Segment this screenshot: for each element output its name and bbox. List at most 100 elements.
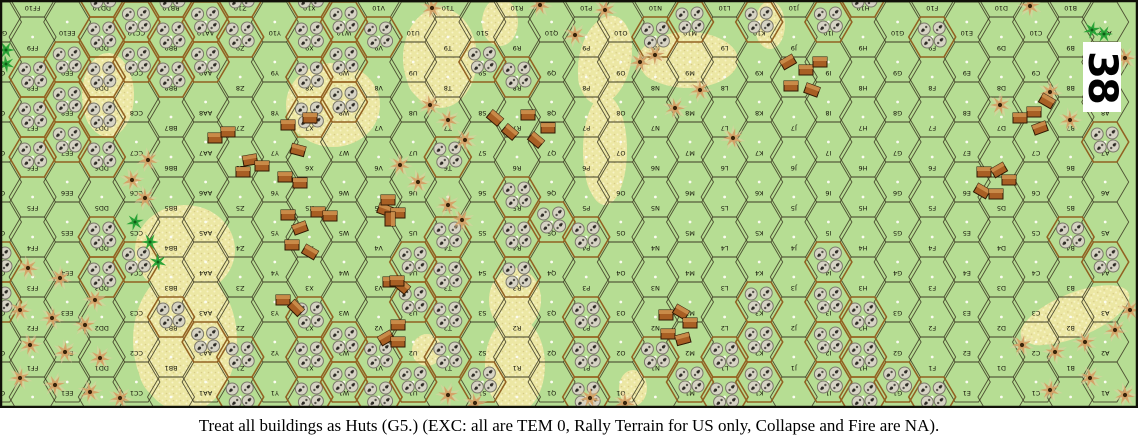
- hex-coordinate-label: D9: [997, 44, 1006, 52]
- palm-core-dot: [1019, 342, 1025, 348]
- hex-center-dot: [1000, 235, 1003, 239]
- hex-coordinate-label: N6: [651, 164, 660, 172]
- board-number-label: 38: [1079, 51, 1126, 103]
- tree-core-dot: [523, 225, 527, 229]
- tree-texture-dot: [198, 10, 201, 14]
- tree-core-dot: [820, 26, 824, 30]
- hex-coordinate-label: DD5: [95, 204, 109, 212]
- palm-core-dot: [1087, 375, 1093, 381]
- jungle-tree-cluster: [398, 366, 428, 394]
- tree-core-dot: [766, 383, 770, 387]
- jungle-tree-cluster: [813, 286, 843, 314]
- hut-icon: [798, 64, 814, 76]
- tree-texture-dot: [417, 373, 420, 377]
- tree-texture-dot: [833, 346, 836, 350]
- tree-texture-dot: [62, 103, 66, 107]
- hex-coordinate-label: L10: [719, 4, 731, 12]
- tree-texture-dot: [512, 198, 516, 202]
- hut-icon: [277, 171, 293, 183]
- hex-coordinate-label: W4: [339, 269, 350, 277]
- tree-core-dot: [506, 188, 510, 192]
- hex-cell: [43, 361, 92, 403]
- tree-texture-dot: [418, 266, 421, 270]
- tree-texture-dot: [348, 26, 352, 30]
- hex-coordinate-label: F3: [928, 284, 936, 292]
- hex-center-dot: [204, 300, 208, 304]
- hex-center-dot: [411, 60, 415, 64]
- tree-texture-dot: [72, 66, 75, 70]
- hex-coordinate-label: Y8: [271, 109, 280, 117]
- hex-coordinate-label: G1: [893, 389, 902, 397]
- jungle-tree-cluster: [191, 46, 221, 74]
- tree-texture-dot: [371, 385, 374, 389]
- hex-coordinate-label: W8: [339, 109, 350, 117]
- tree-texture-dot: [175, 41, 179, 45]
- jungle-tree-cluster: [848, 301, 878, 329]
- hex-center-dot: [204, 260, 208, 264]
- tree-core-dot: [108, 25, 112, 29]
- tree-core-dot: [820, 306, 824, 310]
- tree-core-dot: [541, 213, 545, 217]
- hex-center-dot: [792, 315, 796, 319]
- hex-center-dot: [965, 20, 969, 24]
- hex-coordinate-label: U10: [407, 29, 420, 37]
- jungle-tree-cluster: [18, 61, 48, 89]
- tree-texture-dot: [659, 348, 662, 352]
- tree-core-dot: [91, 108, 95, 112]
- hex-center-dot: [342, 140, 346, 144]
- hex-map-canvas[interactable]: GG10 GG9 GG8 GG7 GG6 GG5 GG4 GG3 GG2 GG1 FF10 FF9 FF…: [0, 0, 1138, 408]
- tree-texture-dot: [487, 66, 490, 70]
- jungle-tree-cluster: [502, 261, 532, 289]
- tree-core-dot: [178, 78, 182, 82]
- hut-icon: [280, 119, 296, 131]
- hex-cell: [0, 41, 23, 83]
- hex-center-dot: [550, 380, 553, 384]
- tree-core-dot: [455, 358, 459, 362]
- tree-texture-dot: [166, 38, 170, 42]
- tree-core-dot: [333, 373, 337, 377]
- tree-core-dot: [351, 23, 355, 27]
- hex-center-dot: [757, 180, 761, 184]
- jungle-tree-cluster: [433, 261, 463, 289]
- tree-texture-dot: [25, 105, 28, 109]
- jungle-tree-cluster: [813, 366, 843, 394]
- tree-core-dot: [592, 305, 596, 309]
- tree-core-dot: [661, 25, 665, 29]
- hex-center-dot: [1103, 180, 1107, 184]
- hex-coordinate-label: L6: [721, 164, 729, 172]
- hex-coordinate-label: V7: [374, 124, 383, 132]
- tree-texture-dot: [417, 253, 420, 257]
- hex-center-dot: [100, 195, 104, 199]
- tree-texture-dot: [936, 388, 939, 392]
- tree-texture-dot: [720, 358, 723, 362]
- tree-texture-dot: [755, 383, 758, 387]
- hex-center-dot: [930, 195, 934, 199]
- tree-texture-dot: [383, 401, 386, 405]
- jungle-tree-cluster: [329, 366, 359, 394]
- tree-texture-dot: [590, 348, 593, 352]
- hex-center-dot: [930, 315, 934, 319]
- tree-core-dot: [301, 401, 305, 405]
- hex-center-dot: [723, 75, 726, 79]
- tree-texture-dot: [97, 278, 101, 282]
- tree-core-dot: [578, 241, 582, 245]
- tree-texture-dot: [752, 330, 755, 334]
- tree-texture-dot: [764, 306, 767, 310]
- tree-texture-dot: [866, 388, 870, 392]
- hex-coordinate-label: H3: [858, 284, 867, 292]
- hex-center-dot: [654, 395, 657, 399]
- tree-texture-dot: [693, 13, 697, 17]
- hex-coordinate-label: B9: [1066, 44, 1075, 52]
- hex-center-dot: [827, 60, 830, 64]
- hex-coordinate-label: DD7: [95, 124, 109, 132]
- tree-core-dot: [904, 370, 908, 374]
- jungle-tree-cluster: [294, 61, 324, 89]
- kunai-patches-layer: [82, 0, 1130, 408]
- tree-core-dot: [731, 385, 735, 389]
- hex-coordinate-label: Y4: [271, 269, 280, 277]
- tree-texture-dot: [336, 330, 340, 334]
- tree-texture-dot: [509, 265, 513, 269]
- tree-core-dot: [834, 330, 838, 334]
- tree-texture-dot: [132, 63, 135, 67]
- hex-coordinate-label: GG8: [0, 109, 5, 117]
